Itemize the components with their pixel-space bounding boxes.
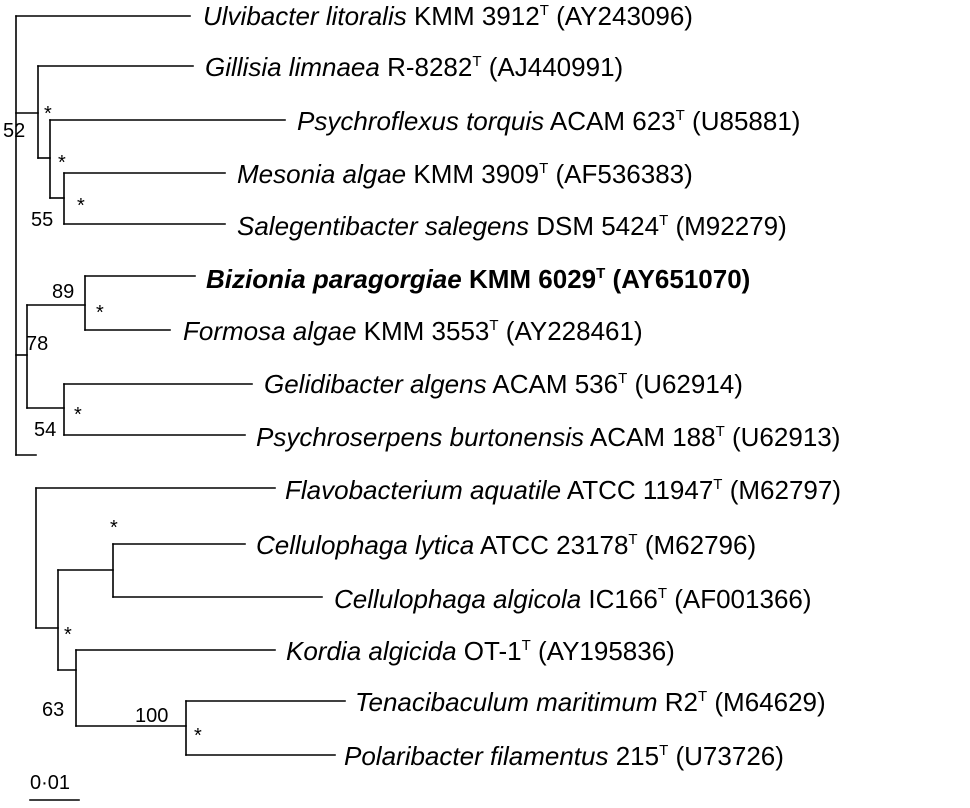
taxon-label: Kordia algicida OT-1T (AY195836) — [286, 636, 675, 671]
taxon-label: Psychroserpens burtonensis ACAM 188T (U6… — [256, 422, 840, 457]
accession-number: (U62914) — [634, 369, 743, 399]
taxon-label: Cellulophaga lytica ATCC 23178T (M62796) — [256, 530, 756, 565]
node-marker: * — [64, 624, 72, 646]
taxon-name: Bizionia paragorgiae — [206, 264, 462, 294]
accession-number: (AF001366) — [674, 584, 812, 614]
taxon-strain: 215 — [615, 741, 660, 771]
node-marker: * — [58, 152, 66, 174]
taxon-strain: R-8282 — [387, 52, 473, 82]
taxon-name: Gillisia limnaea — [205, 52, 380, 82]
type-strain-mark: T — [596, 265, 606, 282]
taxon-label: Salegentibacter salegens DSM 5424T (M922… — [237, 211, 787, 246]
taxon-label: Gelidibacter algens ACAM 536T (U62914) — [264, 369, 743, 404]
bootstrap-value: 52 — [3, 120, 26, 142]
type-strain-mark: T — [659, 212, 669, 229]
bootstrap-value: 100 — [135, 705, 169, 727]
accession-number: (AY228461) — [505, 316, 643, 346]
taxon-strain: ACAM 623 — [549, 106, 676, 136]
taxon-label: Tenacibaculum maritimum R2T (M64629) — [355, 687, 826, 722]
accession-number: (U62913) — [732, 422, 841, 452]
type-strain-mark: T — [675, 107, 685, 124]
taxon-strain: IC166 — [588, 584, 658, 614]
taxon-strain: DSM 5424 — [536, 211, 660, 241]
taxon-strain: OT-1 — [463, 636, 522, 666]
node-marker: * — [74, 404, 82, 426]
type-strain-mark: T — [713, 476, 723, 493]
taxon-name: Tenacibaculum maritimum — [355, 687, 658, 717]
taxon-name: Cellulophaga lytica — [256, 530, 475, 560]
taxon-name: Mesonia algae — [237, 159, 407, 189]
taxon-strain: KMM 3912 — [413, 1, 540, 31]
node-marker: * — [44, 103, 52, 125]
accession-number: (AY243096) — [556, 1, 693, 31]
taxon-name: Kordia algicida — [286, 636, 457, 666]
accession-number: (U73726) — [675, 741, 784, 771]
taxon-label: Ulvibacter litoralis KMM 3912T (AY243096… — [203, 1, 693, 36]
accession-number: (AJ440991) — [488, 52, 624, 82]
taxon-label-highlighted: Bizionia paragorgiae KMM 6029T (AY651070… — [206, 264, 750, 299]
taxon-label: Cellulophaga algicola IC166T (AF001366) — [334, 584, 812, 619]
type-strain-mark: T — [659, 742, 669, 759]
taxon-name: Gelidibacter algens — [264, 369, 487, 399]
taxon-name: Formosa algae — [183, 316, 357, 346]
accession-number: (AF536383) — [555, 159, 693, 189]
taxon-strain: ACAM 188 — [589, 422, 716, 452]
type-strain-mark: T — [618, 370, 628, 387]
taxon-label: Psychroflexus torquis ACAM 623T (U85881) — [297, 106, 800, 141]
taxon-name: Flavobacterium aquatile — [285, 475, 562, 505]
taxon-strain: KMM 3553 — [363, 316, 490, 346]
type-strain-mark: T — [628, 531, 638, 548]
accession-number: (M64629) — [714, 687, 826, 717]
bootstrap-value: 63 — [42, 699, 65, 721]
taxon-strain: ACAM 536 — [492, 369, 619, 399]
node-marker: * — [77, 195, 85, 217]
type-strain-mark: T — [715, 423, 725, 440]
taxon-label: Gillisia limnaea R-8282T (AJ440991) — [205, 52, 623, 87]
taxon-name: Salegentibacter salegens — [237, 211, 529, 241]
accession-number: (AY651070) — [612, 264, 751, 294]
taxon-label: Formosa algae KMM 3553T (AY228461) — [183, 316, 643, 351]
accession-number: (U85881) — [692, 106, 801, 136]
bootstrap-value: 55 — [31, 209, 54, 231]
taxon-name: Cellulophaga algicola — [334, 584, 582, 614]
accession-number: (AY195836) — [538, 636, 675, 666]
scale-bar-label: 0·01 — [30, 772, 71, 794]
taxon-strain: KMM 3909 — [413, 159, 540, 189]
taxon-name: Ulvibacter litoralis — [203, 1, 407, 31]
accession-number: (M62797) — [729, 475, 841, 505]
taxon-strain: KMM 6029 — [468, 264, 597, 294]
taxon-name: Polaribacter filamentus — [344, 741, 609, 771]
accession-number: (M92279) — [675, 211, 787, 241]
taxon-name: Psychroserpens burtonensis — [256, 422, 585, 452]
node-marker: * — [96, 302, 104, 324]
bootstrap-value: 78 — [26, 333, 49, 355]
bootstrap-value: 54 — [34, 419, 57, 441]
type-strain-mark: T — [539, 2, 549, 19]
type-strain-mark: T — [657, 585, 667, 602]
taxon-label: Mesonia algae KMM 3909T (AF536383) — [237, 159, 693, 194]
taxon-label: Polaribacter filamentus 215T (U73726) — [344, 741, 784, 776]
type-strain-mark: T — [472, 53, 482, 70]
taxon-name: Psychroflexus torquis — [297, 106, 545, 136]
bootstrap-value: 89 — [52, 281, 75, 303]
type-strain-mark: T — [539, 160, 549, 177]
node-marker: * — [194, 725, 202, 747]
taxon-label: Flavobacterium aquatile ATCC 11947T (M62… — [285, 475, 841, 510]
taxon-strain: ATCC 11947 — [566, 475, 714, 505]
type-strain-mark: T — [521, 637, 531, 654]
taxon-strain: ATCC 23178 — [480, 530, 629, 560]
type-strain-mark: T — [489, 317, 499, 334]
taxon-strain: R2 — [664, 687, 698, 717]
node-marker: * — [110, 517, 118, 539]
accession-number: (M62796) — [644, 530, 757, 560]
type-strain-mark: T — [697, 688, 708, 705]
